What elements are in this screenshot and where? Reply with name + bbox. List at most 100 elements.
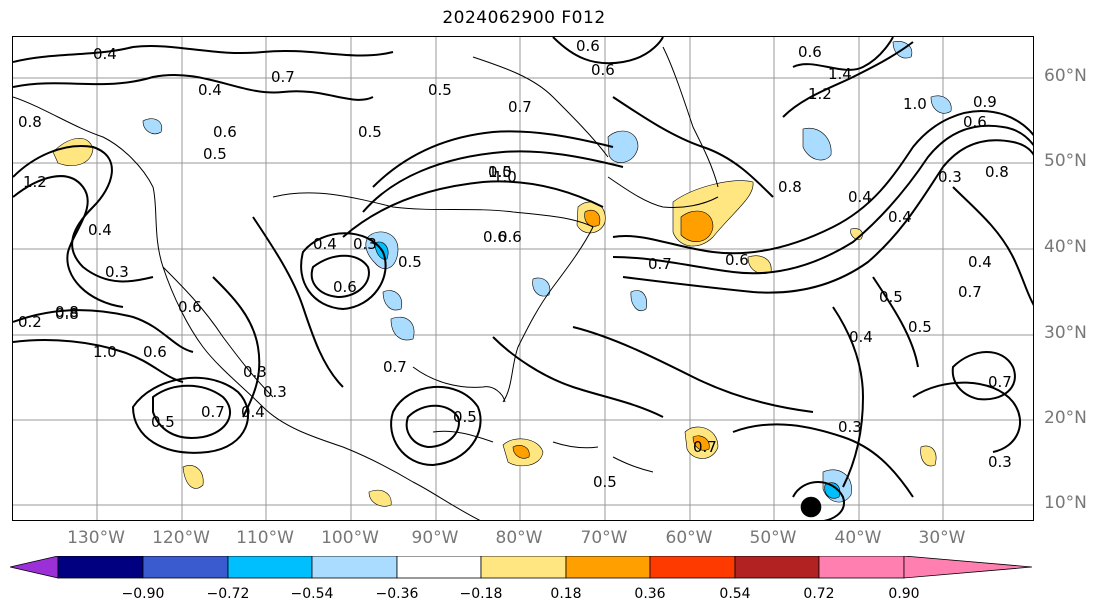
contour-label: 0.5 — [593, 473, 617, 491]
lat-label-30n: 30°N — [1044, 323, 1087, 343]
graticule — [13, 37, 1033, 520]
contour-lines — [13, 37, 1033, 520]
contour-label: 0.4 — [313, 235, 337, 253]
colorbar-tick: −0.90 — [121, 586, 165, 602]
lat-label-60n: 60°N — [1044, 66, 1087, 86]
lon-label-80w: 80°W — [495, 528, 543, 548]
contour-label: 0.5 — [908, 318, 932, 336]
map-panel: 0.4 0.7 0.4 0.6 0.5 0.8 0.5 0.7 0.6 0.6 … — [12, 36, 1034, 521]
colorbar-segment — [227, 556, 313, 579]
contour-label: 0.5 — [203, 145, 227, 163]
contour-label: 0.4 — [241, 403, 265, 421]
contour-label: 0.5 — [151, 413, 175, 431]
contour-label: 0.7 — [383, 358, 407, 376]
contour-label: 0.6 — [591, 61, 615, 79]
contour-label: 0.6 — [798, 43, 822, 61]
map-title: 2024062900 F012 — [442, 8, 606, 28]
contour-label: 0.6 — [178, 298, 202, 316]
contour-label: 0.7 — [988, 373, 1012, 391]
colorbar-tick: −0.18 — [459, 586, 503, 602]
colorbar-tick: −0.54 — [290, 586, 334, 602]
contour-label: 0.4 — [849, 328, 873, 346]
contour-label: 0.2 — [18, 313, 42, 331]
shaded-anomaly-patches — [52, 41, 952, 518]
colorbar-segment — [734, 556, 820, 579]
contour-label: 0.4 — [888, 208, 912, 226]
contour-label: 0.7 — [648, 255, 672, 273]
contour-label: 1.0 — [488, 163, 512, 181]
contour-label: 0.3 — [243, 363, 267, 381]
colorbar-segment — [565, 556, 651, 579]
contour-label: 0.3 — [105, 263, 129, 281]
contour-label: 0.5 — [398, 253, 422, 271]
contour-labels: 0.4 0.7 0.4 0.6 0.5 0.8 0.5 0.7 0.6 0.6 … — [18, 37, 1012, 491]
contour-label: 0.5 — [879, 288, 903, 306]
colorbar-segment — [311, 556, 398, 579]
contour-label: 0.4 — [968, 253, 992, 271]
colorbar-tick: 0.90 — [888, 586, 920, 602]
contour-label: 0.5 — [358, 123, 382, 141]
contour-label: 0.4 — [88, 221, 112, 239]
colorbar-tick: 0.72 — [803, 586, 835, 602]
contour-label: 1.0 — [93, 343, 117, 361]
contour-label: 0.3 — [353, 235, 377, 253]
contour-label: 0.9 — [973, 93, 997, 111]
contour-label: 0.7 — [201, 403, 225, 421]
colorbar-segment — [649, 556, 736, 579]
lon-label-70w: 70°W — [580, 528, 628, 548]
contour-label: 0.6 — [963, 113, 987, 131]
contour-label: 0.6 — [498, 228, 522, 246]
lat-label-20n: 20°N — [1044, 408, 1087, 428]
contour-label: 0.3 — [938, 168, 962, 186]
contour-label: 0.4 — [848, 188, 872, 206]
contour-label: 0.6 — [483, 228, 507, 246]
contour-label: 0.8 — [55, 305, 79, 323]
lat-label-10n: 10°N — [1044, 493, 1087, 513]
contour-label: 1.4 — [828, 65, 852, 83]
coastlines — [13, 46, 719, 520]
colorbar-tick: 0.36 — [634, 586, 666, 602]
lon-label-60w: 60°W — [665, 528, 713, 548]
colorbar-tick: −0.36 — [375, 586, 419, 602]
colorbar-tick: −0.72 — [206, 586, 250, 602]
contour-label: 0.7 — [508, 98, 532, 116]
map-canvas: 0.4 0.7 0.4 0.6 0.5 0.8 0.5 0.7 0.6 0.6 … — [13, 37, 1033, 520]
lat-label-40n: 40°N — [1044, 237, 1087, 257]
contour-label: 0.7 — [271, 68, 295, 86]
lat-label-50n: 50°N — [1044, 151, 1087, 171]
lon-label-100w: 100°W — [321, 528, 379, 548]
contour-label: 0.7 — [958, 283, 982, 301]
contour-label: 0.6 — [576, 37, 600, 55]
contour-label: 1.2 — [808, 85, 832, 103]
colorbar-segment — [480, 556, 567, 579]
contour-label: 0.6 — [213, 123, 237, 141]
contour-label: 1.2 — [23, 173, 47, 191]
contour-label: 0.6 — [333, 278, 357, 296]
contour-label: 0.5 — [488, 163, 512, 181]
contour-label: 0.8 — [778, 178, 802, 196]
colorbar-segment — [142, 556, 229, 579]
lon-label-90w: 90°W — [411, 528, 459, 548]
colorbar-tick: 0.18 — [550, 586, 582, 602]
contour-label: 0.8 — [985, 163, 1009, 181]
lon-label-120w: 120°W — [152, 528, 210, 548]
colorbar — [10, 556, 1033, 579]
colorbar-segment — [818, 556, 905, 579]
contour-label: 0.4 — [198, 81, 222, 99]
contour-label: 0.3 — [263, 383, 287, 401]
contour-label: 0.8 — [55, 303, 79, 321]
contour-label: 0.8 — [18, 113, 42, 131]
contour-label: 1.0 — [493, 168, 517, 186]
colorbar-tick: 0.54 — [719, 586, 751, 602]
contour-label: 0.6 — [143, 343, 167, 361]
contour-label: 0.3 — [988, 453, 1012, 471]
lon-label-40w: 40°W — [834, 528, 882, 548]
contour-label: 0.3 — [838, 418, 862, 436]
lon-label-110w: 110°W — [236, 528, 294, 548]
lon-label-30w: 30°W — [918, 528, 966, 548]
contour-label: 0.7 — [693, 438, 717, 456]
contour-label: 0.4 — [93, 45, 117, 63]
colorbar-segment — [10, 556, 59, 579]
lon-label-50w: 50°W — [749, 528, 797, 548]
colorbar-segment — [903, 556, 1033, 579]
